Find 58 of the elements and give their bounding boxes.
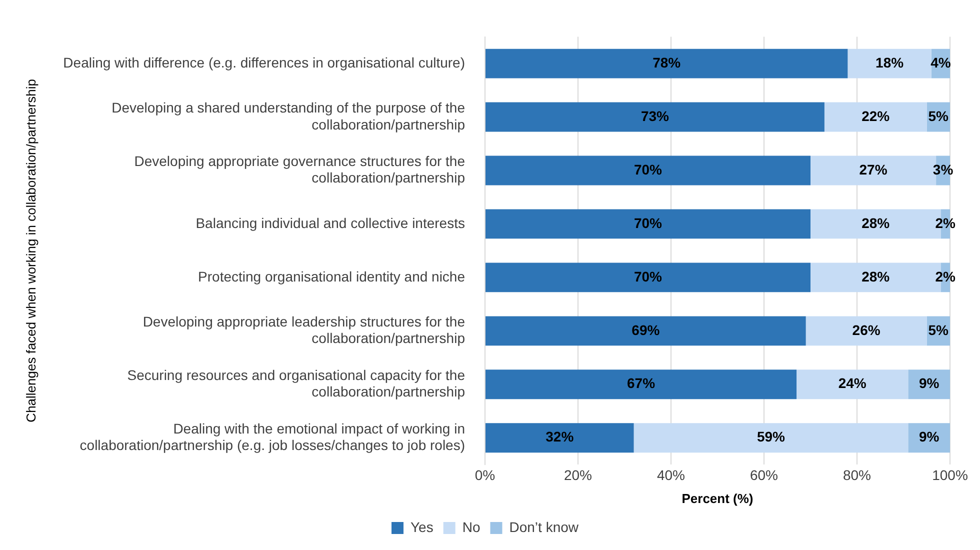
y-tick-label: Balancing individual and collective interests xyxy=(196,214,465,231)
data-label: 3% xyxy=(932,161,954,178)
y-tick-label: Developing a shared understanding of the purpose of the collaboration/partnership xyxy=(112,99,466,132)
y-tick-label: Protecting organisational identity and niche xyxy=(198,268,466,284)
bar xyxy=(796,370,908,400)
data-label: 2% xyxy=(935,214,956,231)
data-label: 2% xyxy=(935,268,956,284)
y-axis-title: Challenges faced when working in collaboration/partnership xyxy=(23,79,38,422)
data-label: 70% xyxy=(634,268,663,284)
data-label: 26% xyxy=(852,322,881,338)
bar xyxy=(486,102,824,132)
data-label: 28% xyxy=(862,268,890,284)
data-label: 70% xyxy=(634,214,663,231)
data-label: 5% xyxy=(928,322,950,338)
bar xyxy=(486,156,810,186)
data-label: 59% xyxy=(756,428,786,445)
data-label: 4% xyxy=(930,54,952,70)
bar xyxy=(486,316,806,346)
x-tick-label: 100% xyxy=(932,466,968,483)
x-axis-title: Percent (%) xyxy=(682,490,754,506)
x-tick-label: 80% xyxy=(842,466,872,483)
data-label: 18% xyxy=(876,54,904,70)
legend-label: Yes xyxy=(410,518,434,535)
bar xyxy=(848,48,932,78)
data-label: 67% xyxy=(627,375,656,392)
y-tick-label: Securing resources and organisational capacity for the collaboration/partnership xyxy=(127,366,466,400)
data-label: 9% xyxy=(918,375,940,392)
bar xyxy=(908,370,950,400)
bar xyxy=(634,423,908,453)
y-tick-label: Dealing with the emotional impact of working in collaboration/partnership (e.g. job losses/changes to job roles) xyxy=(80,420,465,454)
y-tick-label: Dealing with difference (e.g. differences in organisational culture) xyxy=(63,54,465,70)
data-label: 28% xyxy=(862,214,890,231)
x-tick-label: 20% xyxy=(564,466,592,483)
data-label: 70% xyxy=(634,161,663,178)
x-tick-label: 0% xyxy=(474,466,496,483)
data-label: 22% xyxy=(862,108,890,124)
data-label: 73% xyxy=(640,108,670,124)
bar xyxy=(806,316,927,346)
data-label: 5% xyxy=(928,108,950,124)
x-tick-label: 40% xyxy=(656,466,686,483)
y-tick-label: Developing appropriate leadership structures for the collaboration/partnership xyxy=(142,313,466,346)
bar xyxy=(486,423,634,453)
data-label: 27% xyxy=(859,161,888,178)
x-tick-label: 60% xyxy=(750,466,778,483)
data-label: 24% xyxy=(838,375,867,392)
bar xyxy=(908,423,950,453)
data-label: 32% xyxy=(546,428,574,445)
legend-label: Don’t know xyxy=(509,518,580,535)
data-label: 9% xyxy=(918,428,940,445)
bar xyxy=(824,102,927,132)
legend-label: No xyxy=(462,518,480,535)
bar xyxy=(486,48,848,78)
bar xyxy=(486,209,810,239)
data-label: 69% xyxy=(632,322,660,338)
data-label: 78% xyxy=(652,54,682,70)
y-tick-label: Developing appropriate governance structures for the collaboration/partnership xyxy=(134,152,466,186)
bar xyxy=(486,370,797,400)
bar xyxy=(486,262,810,292)
